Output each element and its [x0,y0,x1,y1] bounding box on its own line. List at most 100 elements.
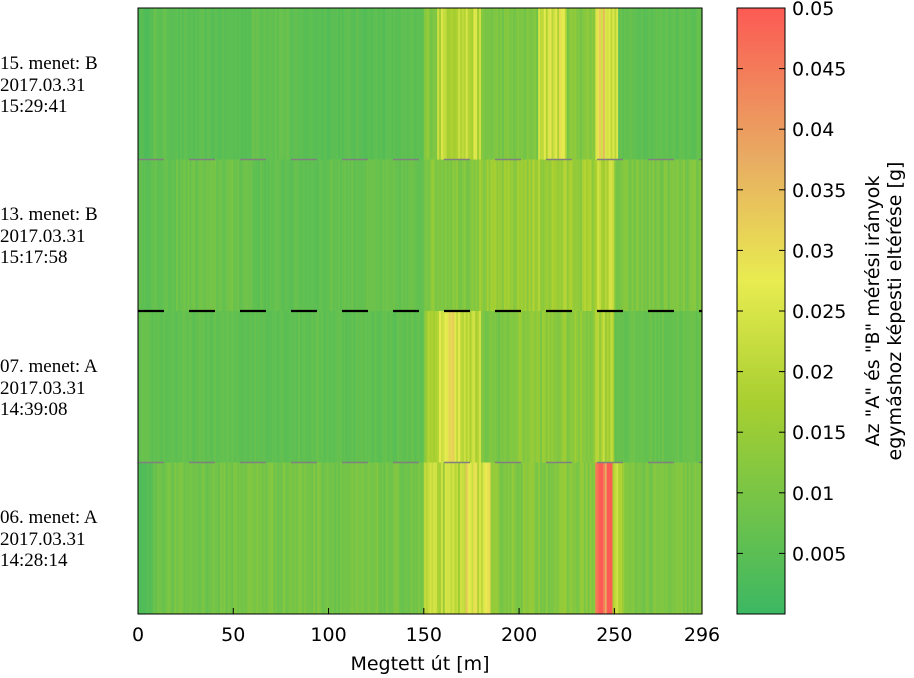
heatmap-cell [416,8,419,160]
heatmap-cell [663,8,667,160]
heatmap-cell [223,462,227,615]
heatmap-cell [250,462,253,615]
heatmap-cell [305,311,309,463]
heatmap-cell [267,8,271,160]
heatmap-cell [263,8,267,160]
heatmap-cell [197,462,200,615]
heatmap-cell [623,462,627,615]
heatmap-cell [359,159,362,312]
heatmap-cell [301,159,305,312]
heatmap-cell [391,159,394,312]
heatmap-cell [498,8,501,160]
heatmap-cell [456,159,459,312]
heatmap-cell [467,462,471,615]
heatmap-cell [393,311,396,463]
heatmap-cell [530,311,534,463]
heatmap-cell [271,159,274,312]
heatmap-cell [543,311,547,463]
heatmap-cell [684,462,688,615]
heatmap-cell [648,159,652,312]
heatmap-cell [286,8,290,160]
heatmap-cell [254,311,257,463]
heatmap-cell [627,159,631,312]
heatmap-cell [315,311,318,463]
heatmap-cell [421,8,425,160]
heatmap-cell [549,8,553,160]
heatmap-cell [311,8,314,160]
heatmap-cell [214,159,217,312]
heatmap-cell [164,159,168,312]
heatmap-cell [448,159,452,312]
heatmap-cell [480,311,484,463]
heatmap-cell [218,8,221,160]
heatmap-cell [682,462,686,615]
heatmap-cell [195,462,198,615]
heatmap-cell [216,159,219,312]
heatmap-cell [233,311,236,463]
heatmap-cell [204,8,208,160]
heatmap-cell [208,159,212,312]
heatmap-cell [364,311,368,463]
heatmap-cell [229,462,232,615]
heatmap-cell [543,462,547,615]
heatmap-cell [292,462,295,615]
heatmap-cell [210,462,213,615]
heatmap-cell [692,311,695,463]
heatmap-cell [606,8,610,160]
heatmap-cell [410,8,413,160]
heatmap-cell [610,462,614,615]
heatmap-cell [330,8,333,160]
heatmap-cell [608,462,612,615]
heatmap-cell [219,8,223,160]
heatmap-cell [637,311,640,463]
heatmap-cell [195,159,198,312]
heatmap-cell [299,8,303,160]
heatmap-cell [501,311,505,463]
heatmap-cell [158,311,162,463]
heatmap-cell [646,311,650,463]
heatmap-cell [671,311,675,463]
heatmap-cell [644,311,648,463]
heatmap-cell [440,311,444,463]
heatmap-cell [583,159,587,312]
heatmap-cells [138,8,703,615]
heatmap-cell [212,311,215,463]
heatmap-cell [515,8,518,160]
heatmap-cell [589,159,593,312]
x-tick-label: 50 [221,624,245,646]
heatmap-cell [507,159,511,312]
heatmap-cell [240,159,244,312]
heatmap-cell [623,311,627,463]
heatmap-cell [480,8,484,160]
heatmap-cell [616,159,619,312]
heatmap-cell [322,462,326,615]
heatmap-cell [568,159,572,312]
heatmap-cell [174,462,177,615]
heatmap-cell [402,8,406,160]
heatmap-cell [315,8,318,160]
heatmap-cell [334,311,337,463]
heatmap-cell [562,159,566,312]
heatmap-cell [189,311,192,463]
row-label-time: 14:39:08 [0,399,68,420]
heatmap-cell [578,311,581,463]
heatmap-cell [376,159,379,312]
heatmap-row [138,8,703,160]
heatmap-cell [644,462,648,615]
heatmap-cell [341,8,345,160]
heatmap-cell [324,311,328,463]
heatmap-cell [242,311,246,463]
heatmap-cell [650,8,654,160]
x-axis: 0 50 100 150 200 250 296 [132,608,720,646]
heatmap-cell [244,159,248,312]
heatmap-cell [460,311,463,463]
heatmap-cell [296,8,299,160]
heatmap-cell [475,8,478,160]
heatmap-cell [206,8,210,160]
heatmap-cell [681,311,684,463]
heatmap-cell [614,311,617,463]
heatmap-cell [545,8,549,160]
heatmap-cell [210,159,213,312]
heatmap-cell [551,8,554,160]
heatmap-cell [433,8,436,160]
